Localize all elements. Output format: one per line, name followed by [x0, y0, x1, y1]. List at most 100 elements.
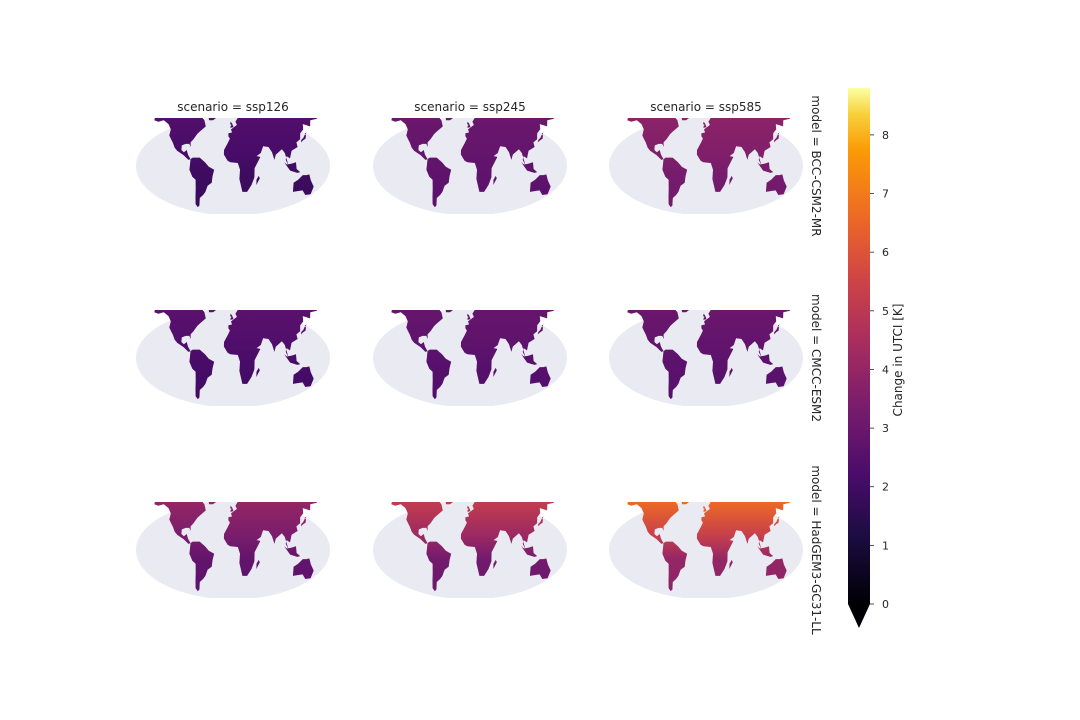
- landmass-japan: [538, 324, 544, 335]
- landmass-indonesia: [757, 546, 774, 557]
- landmass-madagascar: [256, 367, 260, 377]
- landmass-indonesia: [757, 354, 774, 365]
- landmass-australia: [765, 558, 787, 579]
- landmass-north-america: [391, 502, 443, 544]
- map-panel-r1-c1: [136, 118, 330, 214]
- landmass-australia: [529, 174, 551, 195]
- landmass-south-america: [662, 157, 688, 208]
- landmass-north-america: [627, 310, 679, 352]
- landmass-australia: [765, 174, 787, 195]
- landmass-africa-eurasia: [223, 118, 317, 192]
- colorbar-tick-label: 0: [882, 598, 889, 611]
- colorbar-tick-label: 2: [882, 481, 889, 494]
- map-panel-r1-c3: [609, 118, 803, 214]
- landmass-africa-eurasia: [460, 502, 554, 576]
- landmass-uk: [703, 313, 707, 320]
- landmass-north-america: [154, 310, 206, 352]
- landmass-uk: [467, 505, 471, 512]
- landmass-south-america: [189, 157, 215, 208]
- landmass-uk: [230, 313, 234, 320]
- landmass-australia: [292, 558, 314, 579]
- landmass-uk: [703, 121, 707, 128]
- landmass-north-america: [627, 118, 679, 160]
- landmass-japan: [301, 516, 307, 527]
- landmass-australia: [292, 174, 314, 195]
- map-clip-group: [373, 118, 567, 214]
- landmass-australia: [529, 558, 551, 579]
- landmass-australia: [529, 366, 551, 387]
- map-clip-group: [609, 118, 803, 214]
- landmass-madagascar: [256, 559, 260, 569]
- landmass-australia: [765, 366, 787, 387]
- landmass-greenland: [445, 310, 454, 313]
- map-clip-group: [136, 310, 330, 406]
- colorbar-tick-label: 1: [882, 539, 889, 552]
- column-title-3: scenario = ssp585: [650, 100, 762, 114]
- landmass-greenland: [681, 118, 690, 121]
- map-panel-r2-c1: [136, 310, 330, 406]
- colorbar-ticks: 0 1 2 3 4 5 6 7 8: [870, 129, 889, 611]
- panel-grid: [136, 118, 803, 598]
- landmass-madagascar: [729, 175, 733, 185]
- map-clip-group: [609, 310, 803, 406]
- landmass-indonesia: [284, 546, 301, 557]
- colorbar-tick-label: 6: [882, 246, 889, 259]
- landmass-indonesia: [521, 546, 538, 557]
- landmass-australia: [292, 366, 314, 387]
- landmass-south-america: [426, 541, 452, 592]
- landmass-greenland: [445, 502, 454, 505]
- landmass-greenland: [208, 310, 217, 313]
- landmass-japan: [774, 132, 780, 143]
- map-clip-group: [136, 118, 330, 214]
- map-panel-r3-c1: [136, 502, 330, 598]
- colorbar-label: Change in UTCI [K]: [891, 304, 905, 417]
- map-panel-r1-c2: [373, 118, 567, 214]
- landmass-japan: [538, 132, 544, 143]
- landmass-japan: [538, 516, 544, 527]
- landmass-north-america: [391, 310, 443, 352]
- landmass-south-america: [426, 157, 452, 208]
- row-title-2: model = CMCC-ESM2: [809, 294, 823, 422]
- landmass-south-america: [662, 349, 688, 400]
- landmass-indonesia: [521, 354, 538, 365]
- landmass-greenland: [681, 502, 690, 505]
- landmass-south-america: [426, 349, 452, 400]
- row-title-1: model = BCC-CSM2-MR: [809, 95, 823, 236]
- map-panel-r2-c2: [373, 310, 567, 406]
- landmass-greenland: [208, 502, 217, 505]
- map-clip-group: [373, 310, 567, 406]
- landmass-greenland: [681, 310, 690, 313]
- colorbar-tick-label: 3: [882, 422, 889, 435]
- landmass-north-america: [391, 118, 443, 160]
- colorbar-gradient: [848, 88, 870, 604]
- map-panel-r2-c3: [609, 310, 803, 406]
- landmass-madagascar: [729, 559, 733, 569]
- landmass-south-america: [189, 541, 215, 592]
- landmass-madagascar: [729, 367, 733, 377]
- landmass-madagascar: [256, 175, 260, 185]
- landmass-africa-eurasia: [460, 118, 554, 192]
- colorbar: 0 1 2 3 4 5 6 7 8 Change in UTCI [K]: [848, 88, 905, 628]
- landmass-africa-eurasia: [460, 310, 554, 384]
- landmass-japan: [301, 324, 307, 335]
- map-clip-group: [609, 502, 803, 598]
- landmass-greenland: [208, 118, 217, 121]
- landmass-japan: [774, 324, 780, 335]
- landmass-indonesia: [521, 162, 538, 173]
- landmass-uk: [467, 121, 471, 128]
- map-panel-r3-c2: [373, 502, 567, 598]
- landmass-indonesia: [757, 162, 774, 173]
- map-clip-group: [373, 502, 567, 598]
- landmass-uk: [230, 121, 234, 128]
- colorbar-tick-label: 4: [882, 363, 889, 376]
- landmass-indonesia: [284, 354, 301, 365]
- landmass-south-america: [662, 541, 688, 592]
- landmass-africa-eurasia: [223, 310, 317, 384]
- landmass-north-america: [154, 118, 206, 160]
- landmass-africa-eurasia: [696, 310, 790, 384]
- landmass-indonesia: [284, 162, 301, 173]
- landmass-africa-eurasia: [696, 118, 790, 192]
- landmass-greenland: [445, 118, 454, 121]
- landmass-madagascar: [493, 367, 497, 377]
